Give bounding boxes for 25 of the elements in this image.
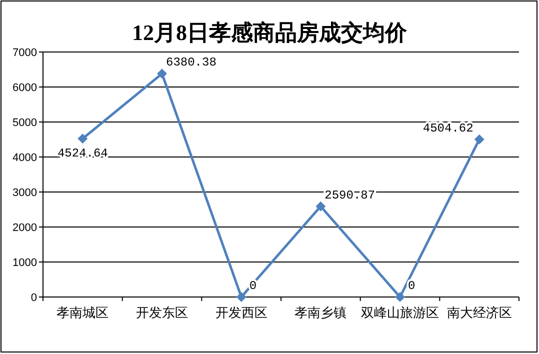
x-tick-label: 孝南城区 (56, 305, 109, 320)
x-tick-label: 开发西区 (215, 305, 268, 320)
point (316, 201, 326, 212)
y-tick-label: 2000 (12, 222, 37, 234)
point (474, 134, 484, 144)
data-label: 2590.87 (324, 188, 376, 202)
y-tick-label: 0 (30, 292, 37, 304)
x-tick-label: 南大经济区 (446, 305, 512, 320)
y-tick-label: 1000 (12, 257, 37, 269)
point (78, 134, 88, 144)
y-tick-label: 4000 (12, 152, 37, 164)
y-tick-label: 5000 (12, 117, 37, 129)
y-tick-label: 6000 (12, 82, 37, 94)
chart-title: 12月8日孝感商品房成交均价 (132, 20, 408, 45)
point (236, 292, 246, 302)
point (157, 68, 167, 79)
point (395, 292, 405, 302)
data-label: 6380.38 (166, 56, 216, 70)
y-tick-label: 7000 (12, 47, 37, 59)
x-tick-label: 双峰山旅游区 (361, 305, 439, 320)
data-label: 4504.62 (422, 121, 474, 136)
x-tick-label: 孝南乡镇 (294, 305, 347, 320)
data-label: 0 (408, 279, 416, 293)
y-tick-label: 3000 (12, 187, 37, 199)
x-tick-label: 开发东区 (136, 305, 188, 320)
